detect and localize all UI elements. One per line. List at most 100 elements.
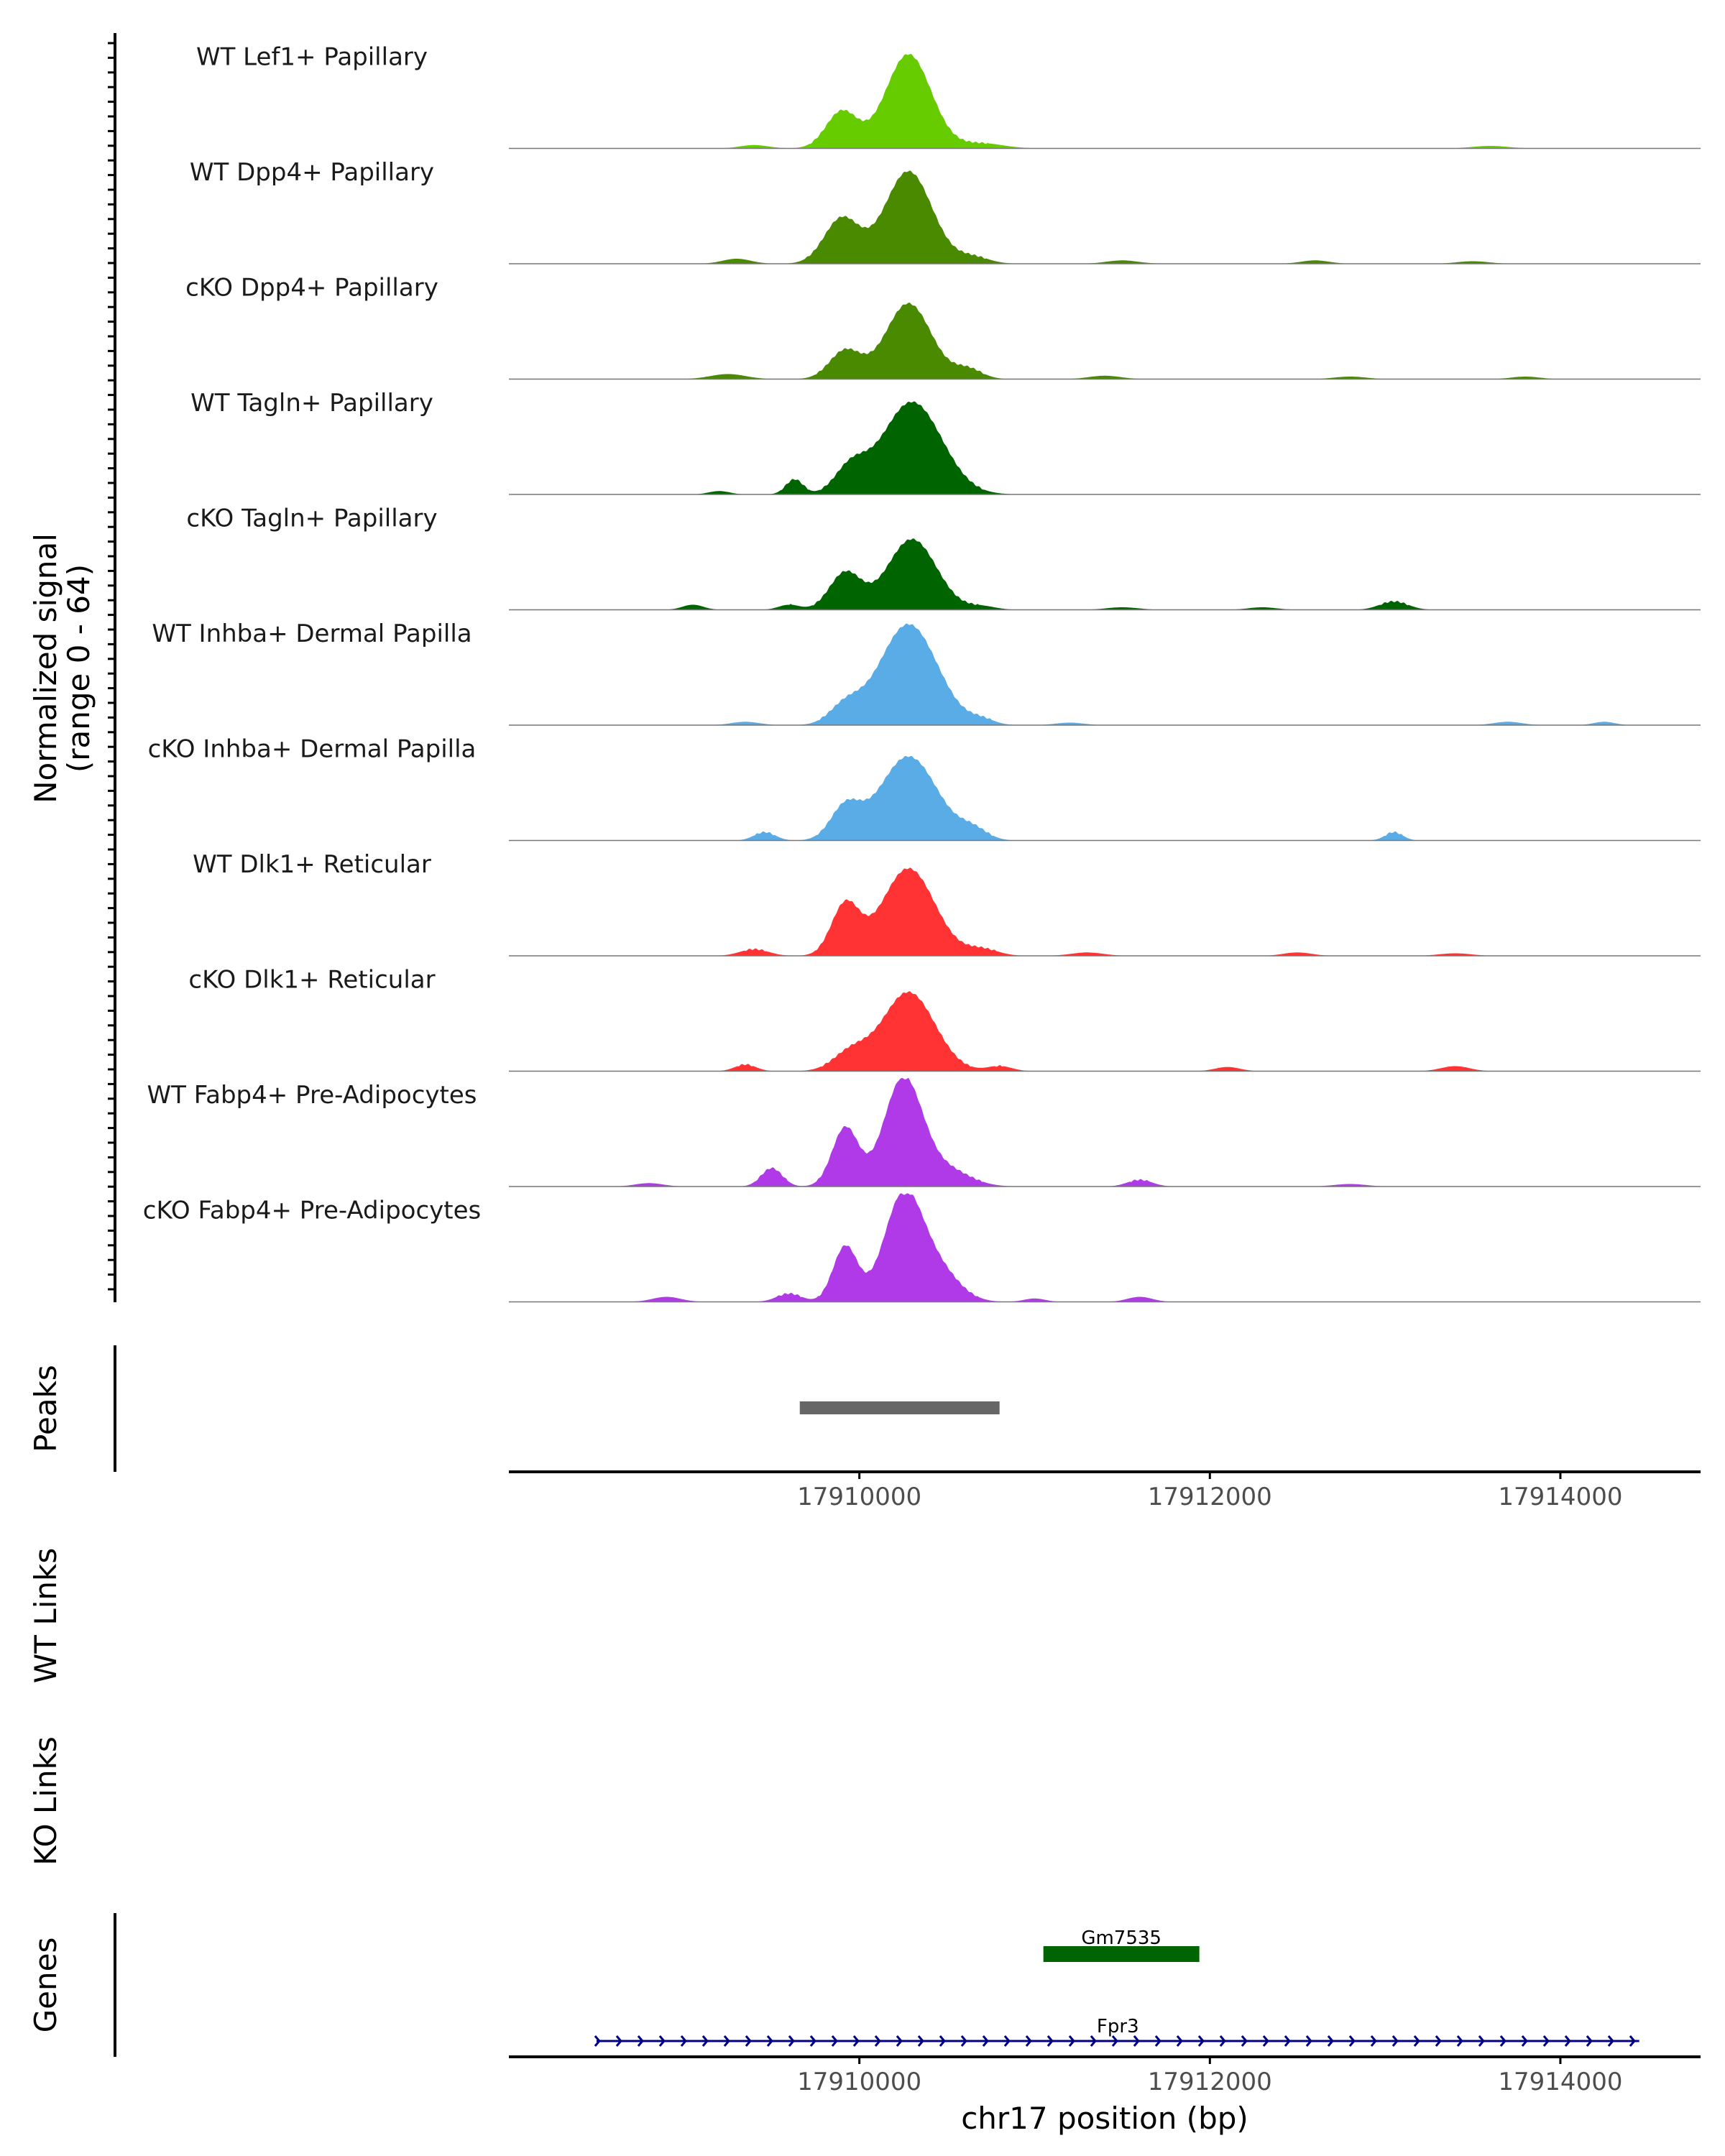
gene-model: Fpr3 — [594, 2016, 1639, 2047]
coverage-signal-area — [509, 623, 1701, 725]
strand-arrow — [1413, 2035, 1420, 2047]
coverage-track-label: cKO Dlk1+ Reticular — [188, 965, 435, 994]
coverage-track-label: WT Lef1+ Papillary — [196, 42, 428, 71]
strand-arrow — [896, 2035, 903, 2047]
gene-body — [1043, 1946, 1200, 1962]
strand-arrow — [1629, 2035, 1636, 2047]
strand-arrow — [1090, 2035, 1097, 2047]
strand-arrow — [939, 2035, 946, 2047]
strand-arrow — [874, 2035, 881, 2047]
strand-arrow — [1111, 2035, 1118, 2047]
strand-arrow — [917, 2035, 924, 2047]
strand-arrow — [788, 2035, 795, 2047]
peaks-x-axis-ticks: 17910000 17912000 17914000 — [797, 1472, 1622, 1511]
coverage-track: cKO Tagln+ Papillary — [186, 504, 1701, 611]
strand-arrow — [852, 2035, 860, 2047]
gene-model: Gm7535 — [1043, 1927, 1200, 1962]
coverage-track: WT Dlk1+ Reticular — [193, 850, 1701, 957]
coverage-track-label: WT Dlk1+ Reticular — [193, 850, 431, 879]
strand-arrow — [960, 2035, 967, 2047]
gene-label: Gm7535 — [1081, 1927, 1162, 1949]
strand-arrow — [1046, 2035, 1054, 2047]
strand-arrow — [1392, 2035, 1399, 2047]
x-tick-label: 17910000 — [797, 2068, 921, 2096]
genes-x-axis-ticks: 17910000 17912000 17914000 — [797, 2057, 1622, 2096]
strand-arrow — [1564, 2035, 1571, 2047]
coverage-track-label: cKO Inhba+ Dermal Papilla — [148, 734, 477, 763]
strand-arrow — [1348, 2035, 1356, 2047]
coverage-signal-area — [509, 170, 1701, 264]
strand-arrow — [766, 2035, 773, 2047]
x-axis-title: chr17 position (bp) — [961, 2101, 1248, 2136]
strand-arrow — [1284, 2035, 1291, 2047]
coverage-track: WT Fabp4+ Pre-Adipocytes — [147, 1077, 1701, 1187]
coverage-track: cKO Inhba+ Dermal Papilla — [148, 734, 1701, 842]
coverage-signal-area — [509, 991, 1701, 1072]
strand-arrow — [1327, 2035, 1334, 2047]
strand-arrow — [723, 2035, 730, 2047]
wt-links-label: WT Links — [28, 1548, 63, 1683]
strand-arrow — [1305, 2035, 1312, 2047]
coverage-track: WT Tagln+ Papillary — [190, 389, 1701, 495]
strand-arrow — [831, 2035, 838, 2047]
strand-arrow — [1241, 2035, 1248, 2047]
x-tick-label: 17912000 — [1148, 2068, 1272, 2096]
coverage-track: cKO Dpp4+ Papillary — [185, 273, 1701, 380]
strand-arrow — [615, 2035, 622, 2047]
strand-arrow — [1521, 2035, 1528, 2047]
strand-arrow — [1586, 2035, 1593, 2047]
coverage-signal-area — [509, 1193, 1701, 1302]
coverage-track: WT Lef1+ Papillary — [196, 42, 1701, 149]
coverage-track: cKO Fabp4+ Pre-Adipocytes — [143, 1193, 1701, 1303]
coverage-track: WT Inhba+ Dermal Papilla — [152, 619, 1701, 726]
strand-arrow — [1154, 2035, 1162, 2047]
strand-arrow — [1176, 2035, 1183, 2047]
strand-arrow — [1003, 2035, 1011, 2047]
strand-arrow — [1478, 2035, 1485, 2047]
strand-arrow — [1197, 2035, 1205, 2047]
strand-arrow — [1607, 2035, 1614, 2047]
coverage-track: cKO Dlk1+ Reticular — [188, 965, 1701, 1072]
coverage-signal-area — [509, 54, 1701, 149]
coverage-signal-area — [509, 755, 1701, 841]
peak-regions — [799, 1401, 1000, 1414]
x-tick-label: 17914000 — [1498, 1483, 1622, 1511]
coverage-track-label: WT Inhba+ Dermal Papilla — [152, 619, 472, 648]
ko-links-label: KO Links — [28, 1736, 63, 1866]
strand-arrow — [1219, 2035, 1226, 2047]
coverage-track-label: cKO Tagln+ Papillary — [186, 504, 437, 533]
coverage-signal-area — [509, 538, 1701, 610]
coverage-ylabel-line1: Normalized signal — [28, 533, 63, 803]
x-tick-label: 17910000 — [797, 1483, 921, 1511]
coverage-track-label: WT Dpp4+ Papillary — [190, 158, 434, 187]
strand-arrow — [1435, 2035, 1442, 2047]
strand-arrow — [982, 2035, 989, 2047]
strand-arrow — [594, 2035, 601, 2047]
strand-arrow — [702, 2035, 709, 2047]
coverage-track-label: WT Fabp4+ Pre-Adipocytes — [147, 1081, 477, 1110]
strand-arrow — [1133, 2035, 1140, 2047]
coverage-y-ticks — [108, 42, 115, 1291]
coverage-tracks: WT Lef1+ Papillary WT Dpp4+ Papillary cKO … — [143, 42, 1701, 1303]
peaks-label: Peaks — [28, 1365, 63, 1452]
strand-arrow — [680, 2035, 687, 2047]
strand-arrow — [745, 2035, 752, 2047]
coverage-track-label: cKO Fabp4+ Pre-Adipocytes — [143, 1196, 482, 1225]
coverage-track-label: cKO Dpp4+ Papillary — [185, 273, 438, 302]
gene-models: Gm7535 Fpr3 — [594, 1927, 1639, 2047]
coverage-signal-area — [509, 867, 1701, 956]
coverage-ylabel-line2: (range 0 - 64) — [61, 564, 96, 773]
strand-arrow — [637, 2035, 644, 2047]
peak-region — [799, 1401, 1000, 1414]
strand-arrow — [1542, 2035, 1550, 2047]
coverage-signal-area — [509, 303, 1701, 379]
coverage-signal-area — [509, 401, 1701, 494]
gene-label: Fpr3 — [1097, 2016, 1139, 2037]
strand-arrow — [1456, 2035, 1463, 2047]
strand-arrow — [658, 2035, 666, 2047]
strand-arrow — [1262, 2035, 1269, 2047]
coverage-track-label: WT Tagln+ Papillary — [190, 389, 433, 418]
strand-arrow — [1068, 2035, 1075, 2047]
x-tick-label: 17912000 — [1148, 1483, 1272, 1511]
